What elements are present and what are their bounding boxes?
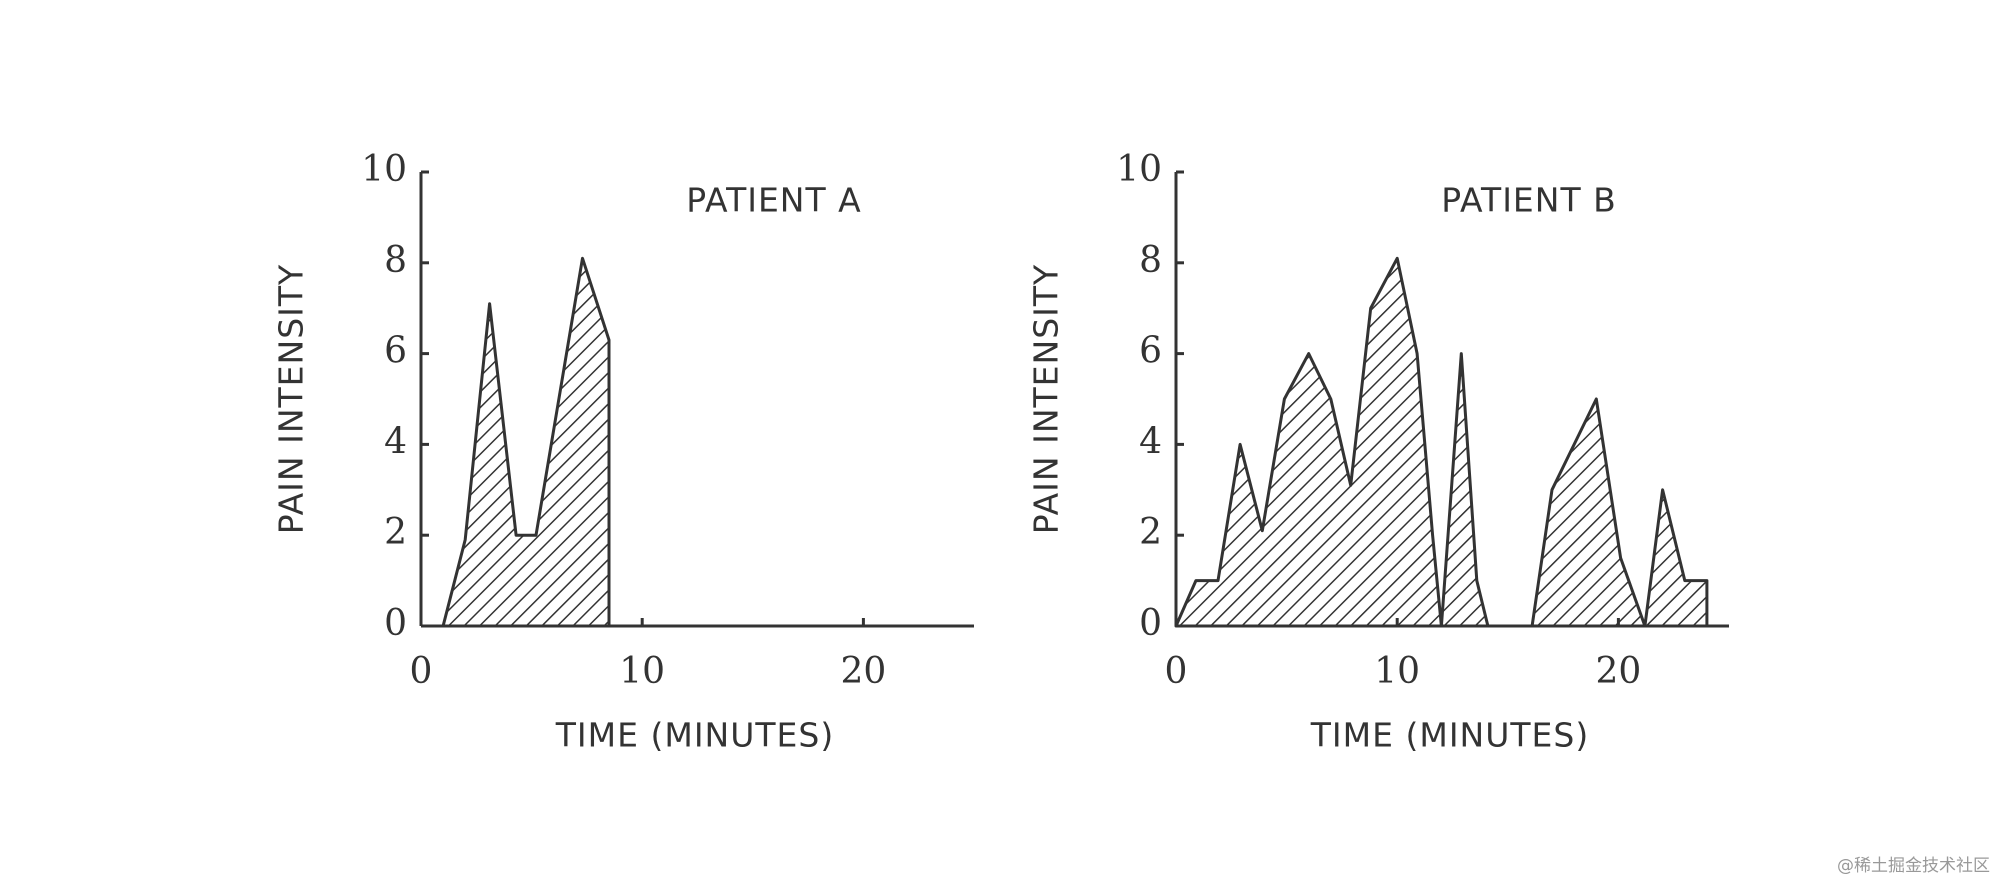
y-axis-label: PAIN INTENSITY [272,264,311,534]
x-tick-label: 10 [619,651,665,692]
y-tick-label: 0 [1139,603,1162,644]
area [1174,256,1709,628]
y-tick-label: 8 [384,240,407,281]
y-tick-label: 6 [1139,331,1162,372]
y-tick-label: 2 [1139,512,1162,553]
y-tick-label: 4 [1139,421,1162,462]
watermark: @稀土掘金技术社区 [1837,856,1990,876]
x-tick-label: 0 [1165,651,1188,692]
y-tick-label: 4 [384,421,407,462]
y-tick-label: 8 [1139,240,1162,281]
chart-title: PATIENT A [686,181,861,220]
y-axis-label: PAIN INTENSITY [1027,264,1066,534]
y-tick-label: 10 [1116,149,1162,190]
x-tick-label: 20 [840,651,886,692]
chart-title: PATIENT B [1441,181,1617,220]
x-tick-label: 0 [410,651,433,692]
y-tick-label: 10 [361,149,407,190]
area [441,256,611,628]
y-tick-label: 2 [384,512,407,553]
x-tick-label: 10 [1374,651,1420,692]
y-tick-label: 0 [384,603,407,644]
x-axis-label: TIME (MINUTES) [1310,716,1589,755]
y-tick-label: 6 [384,331,407,372]
x-axis-label: TIME (MINUTES) [555,716,834,755]
x-tick-label: 20 [1595,651,1641,692]
